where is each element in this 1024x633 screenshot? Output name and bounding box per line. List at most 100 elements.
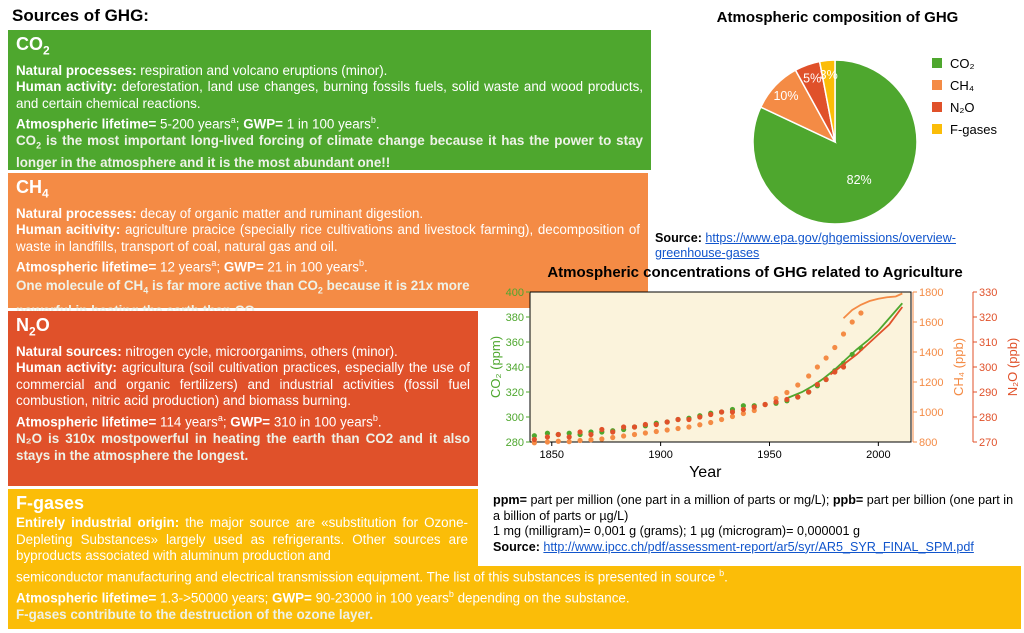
legend-swatch-n2o xyxy=(932,102,942,112)
ch4-human: Human acitivity: agriculture pracice (sp… xyxy=(16,222,640,254)
ch4-point xyxy=(840,331,847,337)
ch4-point xyxy=(631,431,638,438)
ch4-point xyxy=(588,437,594,443)
co2-natural: Natural processes: respiration and volca… xyxy=(16,62,388,78)
ch4-point xyxy=(823,355,829,361)
co2-tick-label: 340 xyxy=(506,362,524,374)
n2o-point xyxy=(531,436,537,443)
ch4-panel: CH4 Natural processes: decay of organic … xyxy=(8,173,648,321)
unit-conversions: 1 mg (milligram)= 0,001 g (grams); 1 µg … xyxy=(493,524,861,538)
ch4-point xyxy=(740,410,746,417)
n2o-point xyxy=(621,424,627,430)
ch4-point xyxy=(642,430,648,436)
co2-tick-label: 300 xyxy=(506,412,524,424)
legend-label-n2o: N₂O xyxy=(950,99,975,115)
x-tick-label: 2000 xyxy=(866,449,890,461)
ch4-point xyxy=(566,439,572,445)
concentration-chart-title: Atmospheric concentrations of GHG relate… xyxy=(547,264,963,281)
legend-label-fgases: F-gases xyxy=(950,121,997,137)
co2-emphasis: CO2 is the most important long-lived for… xyxy=(16,133,643,170)
ch4-point xyxy=(858,310,864,316)
n2o-point xyxy=(762,401,768,408)
n2o-point xyxy=(751,404,757,410)
co2-series-line xyxy=(786,302,903,400)
n2o-axis-label: N₂O (ppb) xyxy=(1005,338,1020,397)
pie-chart: 82% 10% 5%3% xyxy=(752,59,918,225)
ch4-tick-label: 1400 xyxy=(919,347,943,359)
fgases-origin-continued: semiconductor manufacturing and electric… xyxy=(16,567,728,585)
legend-swatch-co2 xyxy=(932,58,942,68)
co2-point xyxy=(531,433,537,439)
n2o-tick-label: 270 xyxy=(979,437,997,449)
pie-source-link[interactable]: https://www.epa.gov/ghgemissions/overvie… xyxy=(655,231,956,260)
pie-source-label: Source: xyxy=(655,231,702,245)
n2o-lifetime: Atmospheric lifetime= 114 yearsa; GWP= 3… xyxy=(16,412,382,430)
co2-point xyxy=(544,430,551,436)
n2o-point xyxy=(544,434,551,440)
fgases-title: F-gases xyxy=(16,493,85,513)
pie-slice-fgases xyxy=(818,59,836,143)
n2o-tick-label: 300 xyxy=(979,362,997,374)
ppm-ppb-definition: ppm= part per million (one part in a mil… xyxy=(493,493,1014,523)
n2o-tick-label: 290 xyxy=(979,387,997,399)
ch4-point xyxy=(849,319,855,325)
co2-point xyxy=(566,430,572,436)
ch4-point xyxy=(784,389,790,396)
n2o-point xyxy=(814,381,820,388)
n2o-point xyxy=(773,399,779,405)
ch4-title: CH4 xyxy=(16,177,49,201)
co2-title: CO2 xyxy=(16,34,50,58)
n2o-point xyxy=(708,411,714,418)
n2o-point xyxy=(729,409,736,415)
ch4-point xyxy=(621,433,627,439)
ch4-point xyxy=(610,434,616,441)
legend-item-ch4: CH₄ xyxy=(932,74,997,96)
pie-label-n2o: 5% xyxy=(803,72,821,86)
ch4-point xyxy=(814,364,820,370)
pie-label-fgases: 3% xyxy=(820,68,838,82)
n2o-point xyxy=(664,419,670,425)
ch4-emphasis: One molecule of CH4 is far more active t… xyxy=(16,278,470,320)
ch4-point xyxy=(729,413,736,420)
n2o-natural: Natural sources: nitrogen cycle, microor… xyxy=(16,343,398,359)
n2o-point xyxy=(642,421,648,428)
n2o-point xyxy=(697,414,703,420)
n2o-point xyxy=(588,431,594,438)
ch4-point xyxy=(795,382,801,388)
ipcc-source-link[interactable]: http://www.ipcc.ch/pdf/assessment-report… xyxy=(543,539,974,554)
co2-panel: CO2 Natural processes: respiration and v… xyxy=(8,30,651,170)
n2o-point xyxy=(823,376,829,383)
pie-label-ch4: 10% xyxy=(773,89,798,103)
co2-lifetime: Atmospheric lifetime= 5-200 yearsa; GWP=… xyxy=(16,115,380,132)
pie-label-co2: 82% xyxy=(847,173,872,187)
co2-point xyxy=(740,403,746,409)
fgases-lifetime: Atmospheric lifetime= 1.3->50000 years; … xyxy=(16,588,630,606)
n2o-title: N2O xyxy=(16,315,50,339)
co2-axis-label: CO₂ (ppm) xyxy=(488,336,503,398)
ch4-point xyxy=(708,419,714,426)
ch4-natural: Natural processes: decay of organic matt… xyxy=(16,205,424,221)
n2o-tick-label: 330 xyxy=(979,287,997,299)
n2o-point xyxy=(686,416,692,423)
legend-item-n2o: N₂O xyxy=(932,96,997,118)
ch4-lifetime: Atmospheric lifetime= 12 yearsa; GWP= 21… xyxy=(16,258,368,275)
ch4-point xyxy=(599,436,605,442)
ch4-point xyxy=(675,425,681,432)
ch4-point xyxy=(718,416,725,423)
n2o-panel: N2O Natural sources: nitrogen cycle, mic… xyxy=(8,311,478,486)
fgases-panel-extension xyxy=(470,566,1021,629)
fgases-origin: Entirely industrial origin: the major so… xyxy=(16,515,468,564)
ch4-tick-label: 1600 xyxy=(919,317,943,329)
n2o-point xyxy=(631,424,638,430)
ch4-point xyxy=(686,424,692,430)
n2o-point xyxy=(784,396,790,403)
n2o-point xyxy=(577,429,583,435)
ch4-point xyxy=(664,427,670,433)
co2-tick-label: 280 xyxy=(506,437,524,449)
units-notes: ppm= part per million (one part in a mil… xyxy=(493,493,1018,555)
ch4-point xyxy=(544,439,551,445)
x-axis-label: Year xyxy=(689,464,722,481)
n2o-point xyxy=(653,421,659,428)
n2o-human: Human activity: agricultura (soil cultiv… xyxy=(16,360,470,409)
n2o-point xyxy=(555,431,561,438)
